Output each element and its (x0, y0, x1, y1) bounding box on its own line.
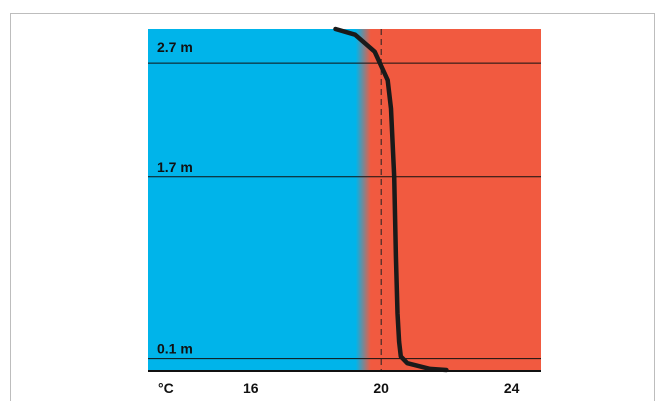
labels: °C 2.7 m 1.7 m 0.1 m 16 20 24 (157, 39, 520, 396)
x-tick-label-0: 16 (243, 380, 259, 396)
temperature-background (148, 29, 541, 370)
chart-frame (10, 13, 655, 401)
height-label-2: 0.1 m (157, 341, 193, 357)
temperature-curve (333, 26, 449, 373)
height-label-0: 2.7 m (157, 39, 193, 55)
height-label-1: 1.7 m (157, 159, 193, 175)
x-tick-label-2: 24 (504, 380, 520, 396)
height-lines (148, 62, 541, 360)
temperature-gradient-fill (148, 29, 541, 370)
x-unit-label: °C (158, 380, 174, 396)
temperature-curve-group (333, 26, 449, 373)
x-tick-label-1: 20 (373, 380, 389, 396)
